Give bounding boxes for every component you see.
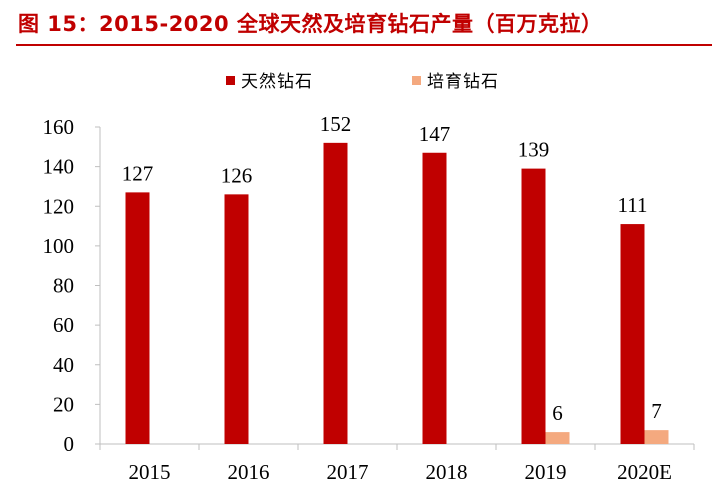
x-tick-label: 2017 [327,460,369,484]
x-tick-label: 2019 [525,460,567,484]
data-label-natural-2018: 147 [419,122,451,146]
bar-natural-2017 [323,142,348,444]
legend: 天然钻石 培育钻石 [226,72,499,92]
y-tick-label: 160 [43,115,75,139]
data-label-lab-2020E: 7 [651,399,662,423]
data-labels: 127 126 152 147 139 111 6 7 [122,112,662,425]
bar-lab-2019 [545,432,570,444]
data-label-natural-2020E: 111 [618,193,648,217]
legend-label-lab: 培育钻石 [427,72,499,92]
y-tick-label: 140 [43,155,75,179]
y-tick-label: 20 [53,392,74,416]
legend-label-natural: 天然钻石 [241,72,313,92]
y-tick-label: 100 [43,234,75,258]
y-tick-label: 120 [43,194,75,218]
y-tick-label: 40 [53,353,74,377]
data-label-natural-2019: 139 [518,138,550,162]
x-tick-label: 2018 [426,460,468,484]
bar-natural-2016 [224,194,249,444]
bar-natural-2015 [125,192,150,444]
x-axis: 2015 2016 2017 2018 2019 2020E [99,443,695,484]
data-label-lab-2019: 6 [552,401,563,425]
y-tick-label: 60 [53,313,74,337]
y-tick-label: 80 [53,274,74,298]
figure-title: 图 15：2015-2020 全球天然及培育钻石产量（百万克拉） [18,12,603,36]
legend-swatch-natural [226,76,235,85]
data-label-natural-2017: 152 [320,112,352,136]
data-label-natural-2016: 126 [221,163,253,187]
x-tick-label: 2015 [129,460,171,484]
x-tick-label: 2016 [228,460,270,484]
title-underline [16,44,712,46]
data-label-natural-2015: 127 [122,161,154,185]
bar-natural-2018 [422,152,447,444]
bars [125,142,669,444]
legend-swatch-lab [412,76,421,85]
y-tick-label: 0 [64,432,75,456]
bar-natural-2020E [620,224,645,444]
x-tick-label: 2020E [617,460,672,484]
bar-natural-2019 [521,168,546,444]
y-axis: 0 20 40 60 80 100 120 140 160 [43,115,101,456]
bar-lab-2020E [644,430,669,444]
